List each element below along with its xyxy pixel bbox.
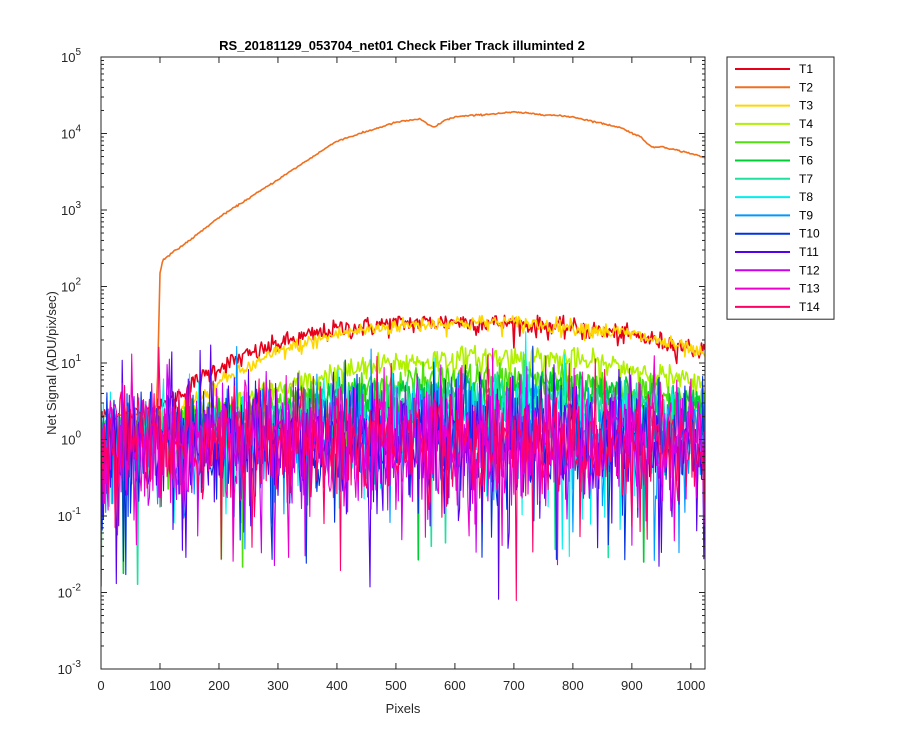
x-tick-label: 1000 (676, 678, 705, 693)
y-tick-label-base: 10 (58, 509, 72, 524)
legend-entry: T5 (799, 135, 813, 149)
y-tick-label-base: 10 (61, 50, 75, 65)
legend-entry: T4 (799, 117, 813, 131)
y-tick-label: 103 (61, 200, 81, 218)
x-tick-label: 0 (97, 678, 104, 693)
y-tick-label-base: 10 (61, 433, 75, 448)
x-tick-label: 500 (385, 678, 407, 693)
legend-entry: T11 (799, 245, 819, 259)
y-tick-label-base: 10 (58, 662, 72, 677)
series-line-t2 (101, 110, 705, 418)
chart-title: RS_20181129_053704_net01 Check Fiber Tra… (219, 38, 585, 53)
y-tick-label: 105 (61, 47, 81, 65)
x-tick-label: 400 (326, 678, 348, 693)
x-tick-label: 700 (503, 678, 525, 693)
y-tick-label: 101 (61, 353, 81, 371)
x-tick-label: 200 (208, 678, 230, 693)
legend-entry: T10 (799, 227, 820, 241)
x-tick-label: 600 (444, 678, 466, 693)
y-tick-label-exponent: 4 (75, 124, 81, 135)
y-tick-label-base: 10 (61, 356, 75, 371)
y-tick-label-exponent: 3 (75, 200, 81, 211)
legend-entry: T14 (799, 300, 820, 314)
y-tick-label-base: 10 (61, 280, 75, 295)
y-tick-label: 102 (61, 277, 81, 295)
x-tick-label: 800 (562, 678, 584, 693)
y-tick-label-exponent: 2 (75, 277, 81, 288)
series-line-t4 (101, 344, 705, 443)
x-tick-label: 900 (621, 678, 643, 693)
x-tick-label: 300 (267, 678, 289, 693)
y-tick-label: 10-1 (58, 506, 82, 524)
y-tick-label-exponent: -3 (72, 659, 81, 670)
legend-entry: T3 (799, 99, 813, 113)
legend-entry: T9 (799, 208, 813, 222)
y-tick-label-exponent: -1 (72, 506, 81, 517)
y-tick-label-exponent: 5 (75, 47, 81, 58)
series-line-t14 (101, 346, 705, 602)
y-axis-label: Net Signal (ADU/pix/sec) (44, 291, 59, 435)
legend-entry: T13 (799, 282, 820, 296)
y-tick-label-base: 10 (58, 586, 72, 601)
series-layer (101, 110, 705, 602)
legend-entry: T12 (799, 263, 820, 277)
legend-entry: T6 (799, 154, 813, 168)
legend-entry: T1 (799, 62, 813, 76)
y-tick-label: 10-3 (58, 659, 82, 677)
series-line-t3 (101, 314, 705, 447)
x-axis: 0 100 200 300 400 500 600 700 800 900 1000 (97, 57, 705, 693)
y-tick-label-exponent: 1 (75, 353, 81, 364)
x-axis-label: Pixels (386, 701, 421, 716)
x-tick-label: 100 (149, 678, 171, 693)
legend-entry: T7 (799, 172, 813, 186)
y-tick-label: 10-2 (58, 583, 82, 601)
y-tick-label-base: 10 (61, 127, 75, 142)
legend-entry: T8 (799, 190, 813, 204)
legend-entry: T2 (799, 80, 813, 94)
legend: T1 T2 T3 T4 T5 T6 T7 T8 T9 T10 T11 T12 T13 T14 (726, 56, 835, 320)
y-tick-label-base: 10 (61, 203, 75, 218)
legend-box (726, 56, 835, 320)
y-tick-label: 104 (61, 124, 81, 142)
y-tick-label: 100 (61, 430, 81, 448)
y-tick-label-exponent: 0 (75, 430, 81, 441)
y-tick-label-exponent: -2 (72, 583, 81, 594)
